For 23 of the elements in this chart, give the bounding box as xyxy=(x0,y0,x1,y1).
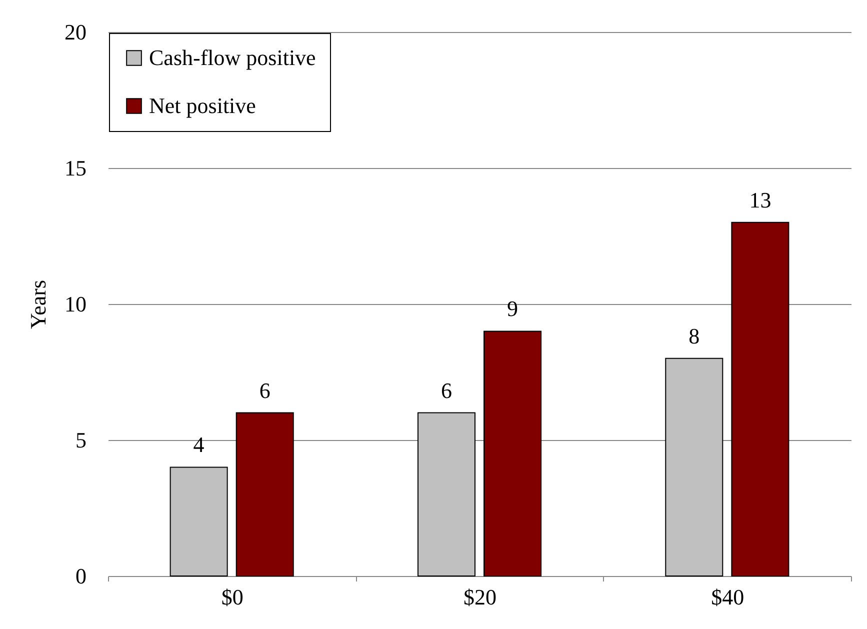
bar xyxy=(665,358,724,576)
data-label: 4 xyxy=(193,432,204,458)
bar xyxy=(170,466,228,576)
data-label: 6 xyxy=(440,378,452,403)
legend-label: Cash-flow positive xyxy=(149,45,316,70)
x-tick-label: $0 xyxy=(221,584,244,610)
bar xyxy=(731,222,790,576)
x-tick-label: $20 xyxy=(464,584,496,610)
bar xyxy=(484,330,542,576)
bar xyxy=(417,412,476,576)
data-label: 9 xyxy=(507,296,518,322)
data-label: 6 xyxy=(259,378,270,403)
y-tick-label: 5 xyxy=(76,428,86,452)
y-tick-label: 0 xyxy=(76,564,86,588)
x-tick-label: $40 xyxy=(711,584,744,610)
y-tick-label: 15 xyxy=(64,156,86,180)
data-label: 13 xyxy=(749,187,772,212)
data-label: 8 xyxy=(688,323,700,348)
legend-label: Net positive xyxy=(149,93,256,118)
y-axis-title: Years xyxy=(26,280,50,330)
bar xyxy=(236,412,294,576)
y-tick-label: 20 xyxy=(64,20,86,44)
y-tick-label: 10 xyxy=(64,292,86,316)
